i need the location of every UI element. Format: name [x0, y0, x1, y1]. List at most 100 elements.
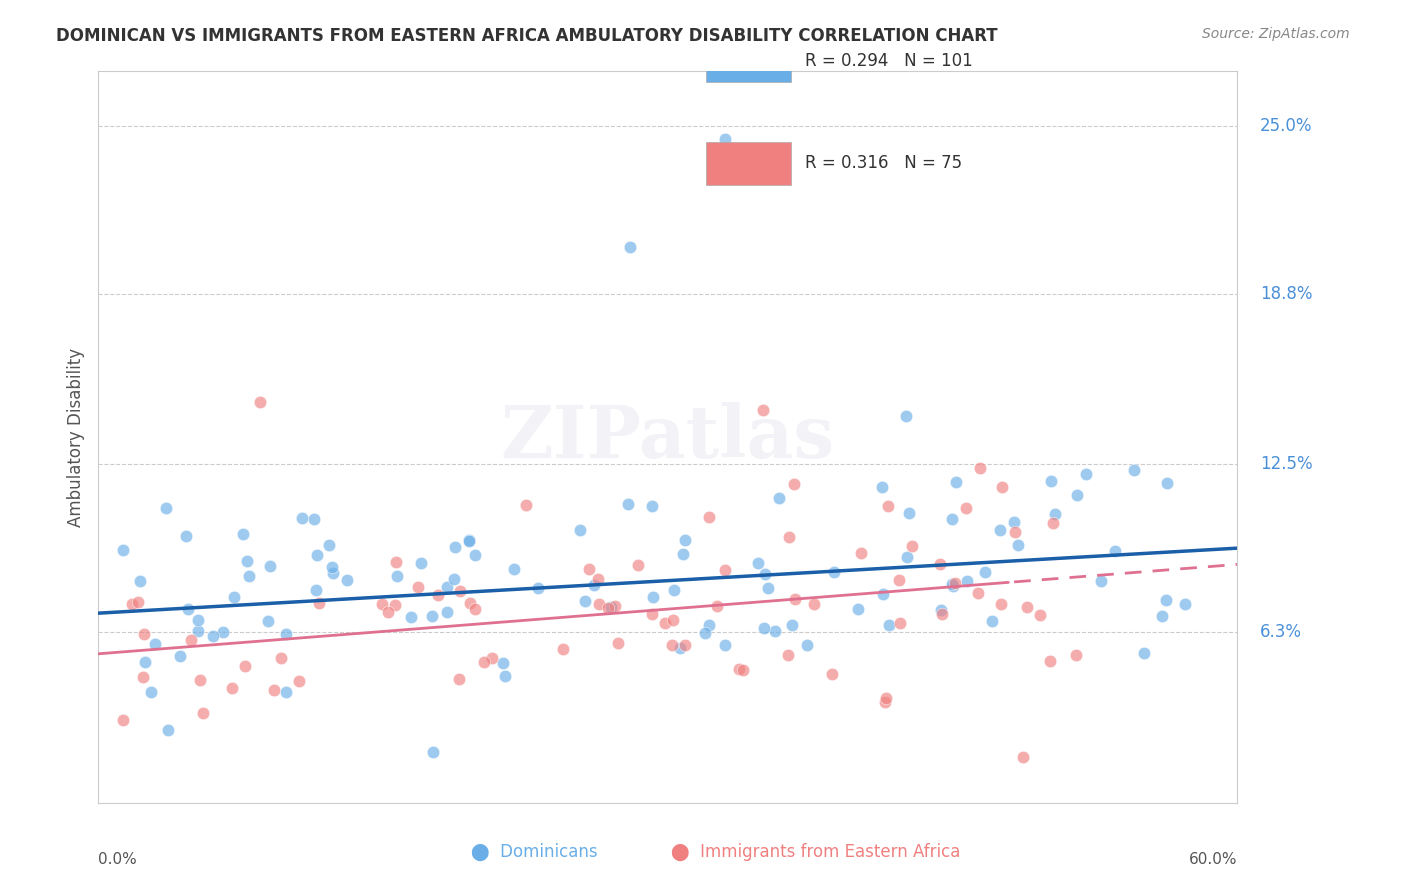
Point	[263, 683, 285, 698]
Text: ⬤  Dominicans: ⬤ Dominicans	[471, 843, 598, 861]
Point	[1007, 538, 1029, 552]
Point	[422, 745, 444, 759]
Point	[586, 572, 609, 586]
Point	[941, 576, 963, 591]
Point	[714, 563, 737, 577]
Point	[706, 599, 728, 614]
Point	[643, 590, 665, 604]
Point	[291, 511, 314, 525]
Point	[578, 562, 600, 576]
Point	[187, 624, 209, 638]
Point	[981, 615, 1004, 629]
Point	[270, 650, 292, 665]
Text: 0.0%: 0.0%	[98, 852, 138, 866]
Point	[873, 695, 896, 709]
Point	[302, 512, 325, 526]
Point	[134, 655, 156, 669]
Point	[872, 587, 894, 601]
Point	[221, 681, 243, 696]
Point	[399, 610, 422, 624]
Point	[627, 558, 650, 573]
Point	[134, 626, 156, 640]
Text: 18.8%: 18.8%	[1260, 285, 1313, 302]
Point	[747, 556, 769, 570]
Point	[603, 599, 626, 614]
Point	[305, 583, 328, 598]
Point	[697, 617, 720, 632]
Point	[177, 602, 200, 616]
Text: 60.0%: 60.0%	[1189, 852, 1237, 866]
Point	[202, 629, 225, 643]
Point	[449, 672, 471, 686]
Point	[436, 580, 458, 594]
Point	[889, 616, 911, 631]
Point	[127, 595, 149, 609]
Point	[257, 614, 280, 628]
Point	[212, 624, 235, 639]
Point	[1074, 467, 1097, 481]
Point	[894, 409, 917, 423]
Point	[714, 132, 737, 146]
Point	[931, 607, 953, 621]
Point	[174, 528, 197, 542]
Point	[1004, 525, 1026, 540]
Point	[1122, 463, 1144, 477]
Point	[672, 548, 695, 562]
Point	[752, 403, 775, 417]
Point	[481, 651, 503, 665]
Point	[411, 556, 433, 570]
Point	[259, 559, 281, 574]
Point	[494, 669, 516, 683]
Point	[1066, 488, 1088, 502]
Point	[929, 603, 952, 617]
Point	[464, 548, 486, 562]
Point	[186, 613, 208, 627]
Point	[111, 713, 134, 727]
Point	[1152, 609, 1174, 624]
Point	[568, 523, 591, 537]
Point	[974, 565, 997, 579]
Point	[276, 684, 298, 698]
Point	[143, 637, 166, 651]
Text: DOMINICAN VS IMMIGRANTS FROM EASTERN AFRICA AMBULATORY DISABILITY CORRELATION CH: DOMINICAN VS IMMIGRANTS FROM EASTERN AFR…	[56, 27, 998, 45]
Point	[458, 534, 481, 549]
Point	[551, 642, 574, 657]
Point	[321, 559, 343, 574]
Point	[617, 497, 640, 511]
Text: Source: ZipAtlas.com: Source: ZipAtlas.com	[1202, 27, 1350, 41]
Point	[619, 240, 641, 254]
Point	[169, 648, 191, 663]
Point	[956, 574, 979, 588]
Point	[574, 593, 596, 607]
Point	[778, 648, 800, 662]
Point	[155, 500, 177, 515]
Point	[406, 580, 429, 594]
Point	[898, 506, 921, 520]
Point	[870, 480, 893, 494]
Point	[1012, 749, 1035, 764]
Point	[233, 659, 256, 673]
Point	[582, 577, 605, 591]
Point	[464, 602, 486, 616]
Point	[236, 554, 259, 568]
Point	[232, 527, 254, 541]
Point	[1104, 543, 1126, 558]
Point	[662, 583, 685, 598]
Point	[422, 609, 444, 624]
Point	[823, 565, 845, 579]
Point	[640, 499, 662, 513]
Point	[641, 607, 664, 621]
Point	[156, 723, 179, 737]
Point	[941, 511, 963, 525]
Point	[756, 581, 779, 595]
Point	[877, 499, 900, 513]
Y-axis label: Ambulatory Disability: Ambulatory Disability	[66, 348, 84, 526]
Point	[427, 588, 450, 602]
Point	[1174, 597, 1197, 611]
Point	[276, 627, 298, 641]
Point	[1017, 599, 1039, 614]
Point	[371, 597, 394, 611]
Point	[188, 673, 211, 687]
Point	[596, 600, 619, 615]
Point	[728, 662, 751, 676]
